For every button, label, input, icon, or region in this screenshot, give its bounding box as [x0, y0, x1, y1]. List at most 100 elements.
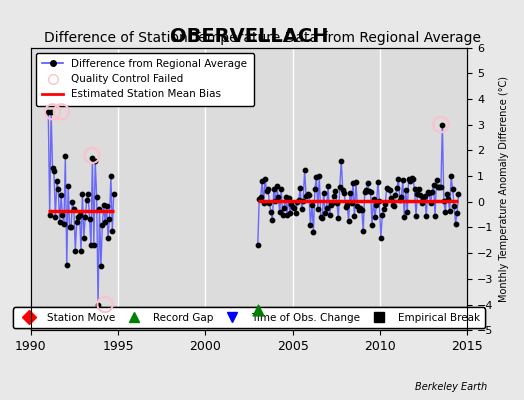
Point: [429, 182, 438, 188]
Point: [263, 187, 271, 194]
Point: [294, 196, 303, 203]
Point: [68, 199, 77, 205]
Point: [434, 184, 442, 190]
Point: [379, 206, 388, 212]
Point: [278, 212, 287, 218]
Point: [92, 194, 101, 200]
Point: [390, 203, 398, 210]
Point: [419, 196, 428, 202]
Point: [265, 200, 274, 206]
Point: [277, 186, 286, 192]
Point: [349, 180, 357, 186]
Point: [90, 242, 98, 249]
Point: [438, 122, 446, 128]
Point: [312, 174, 321, 180]
Point: [87, 242, 95, 249]
Point: [432, 177, 441, 184]
Point: [77, 248, 85, 254]
Point: [437, 122, 445, 128]
Point: [384, 186, 392, 193]
Point: [371, 214, 379, 220]
Point: [101, 301, 109, 308]
Point: [46, 212, 54, 218]
Point: [369, 196, 378, 202]
Point: [272, 183, 281, 190]
Point: [393, 185, 401, 191]
Point: [321, 210, 330, 216]
Point: [347, 200, 356, 206]
Point: [280, 205, 288, 212]
Point: [361, 189, 369, 196]
Point: [274, 194, 282, 201]
Point: [372, 202, 380, 208]
Point: [441, 208, 450, 215]
Point: [447, 173, 455, 180]
Point: [67, 224, 75, 231]
Point: [344, 218, 353, 224]
Point: [425, 190, 433, 197]
Point: [94, 301, 102, 308]
Point: [324, 183, 332, 189]
Point: [391, 192, 400, 198]
Point: [325, 212, 334, 218]
Text: Berkeley Earth: Berkeley Earth: [415, 382, 487, 392]
Point: [100, 202, 108, 208]
Title: OBERVELLACH: OBERVELLACH: [170, 27, 328, 46]
Point: [71, 248, 80, 254]
Point: [405, 176, 413, 182]
Point: [362, 187, 370, 194]
Point: [285, 194, 293, 201]
Point: [95, 206, 104, 213]
Point: [108, 228, 116, 234]
Point: [255, 196, 264, 202]
Point: [431, 212, 439, 219]
Point: [81, 214, 90, 220]
Point: [307, 222, 315, 228]
Point: [449, 186, 457, 192]
Point: [318, 215, 326, 221]
Point: [57, 192, 66, 199]
Point: [445, 208, 454, 214]
Text: Difference of Station Temperature Data from Regional Average: Difference of Station Temperature Data f…: [43, 31, 481, 45]
Point: [413, 191, 422, 198]
Point: [366, 189, 375, 195]
Point: [101, 219, 110, 226]
Point: [64, 183, 72, 190]
Point: [80, 234, 88, 241]
Point: [254, 242, 262, 249]
Point: [47, 109, 56, 115]
Point: [412, 212, 420, 219]
Point: [410, 186, 419, 192]
Point: [259, 200, 268, 207]
Point: [374, 178, 382, 185]
Point: [302, 192, 310, 199]
Point: [406, 178, 414, 184]
Point: [264, 186, 272, 192]
Point: [342, 203, 350, 210]
Point: [388, 202, 397, 209]
Point: [416, 191, 424, 198]
Point: [315, 173, 323, 180]
Point: [365, 188, 373, 194]
Point: [394, 176, 402, 182]
Point: [386, 186, 394, 193]
Point: [355, 207, 363, 213]
Point: [50, 168, 58, 174]
Point: [451, 220, 460, 227]
Point: [48, 164, 57, 171]
Point: [397, 194, 406, 200]
Point: [378, 212, 387, 219]
Point: [305, 192, 313, 198]
Point: [436, 184, 445, 190]
Point: [62, 262, 71, 268]
Point: [296, 185, 304, 191]
Point: [334, 215, 343, 221]
Point: [401, 186, 410, 193]
Point: [428, 189, 436, 195]
Point: [54, 186, 62, 192]
Point: [421, 192, 429, 199]
Point: [82, 197, 91, 203]
Point: [314, 206, 322, 212]
Point: [403, 209, 411, 216]
Point: [270, 186, 278, 192]
